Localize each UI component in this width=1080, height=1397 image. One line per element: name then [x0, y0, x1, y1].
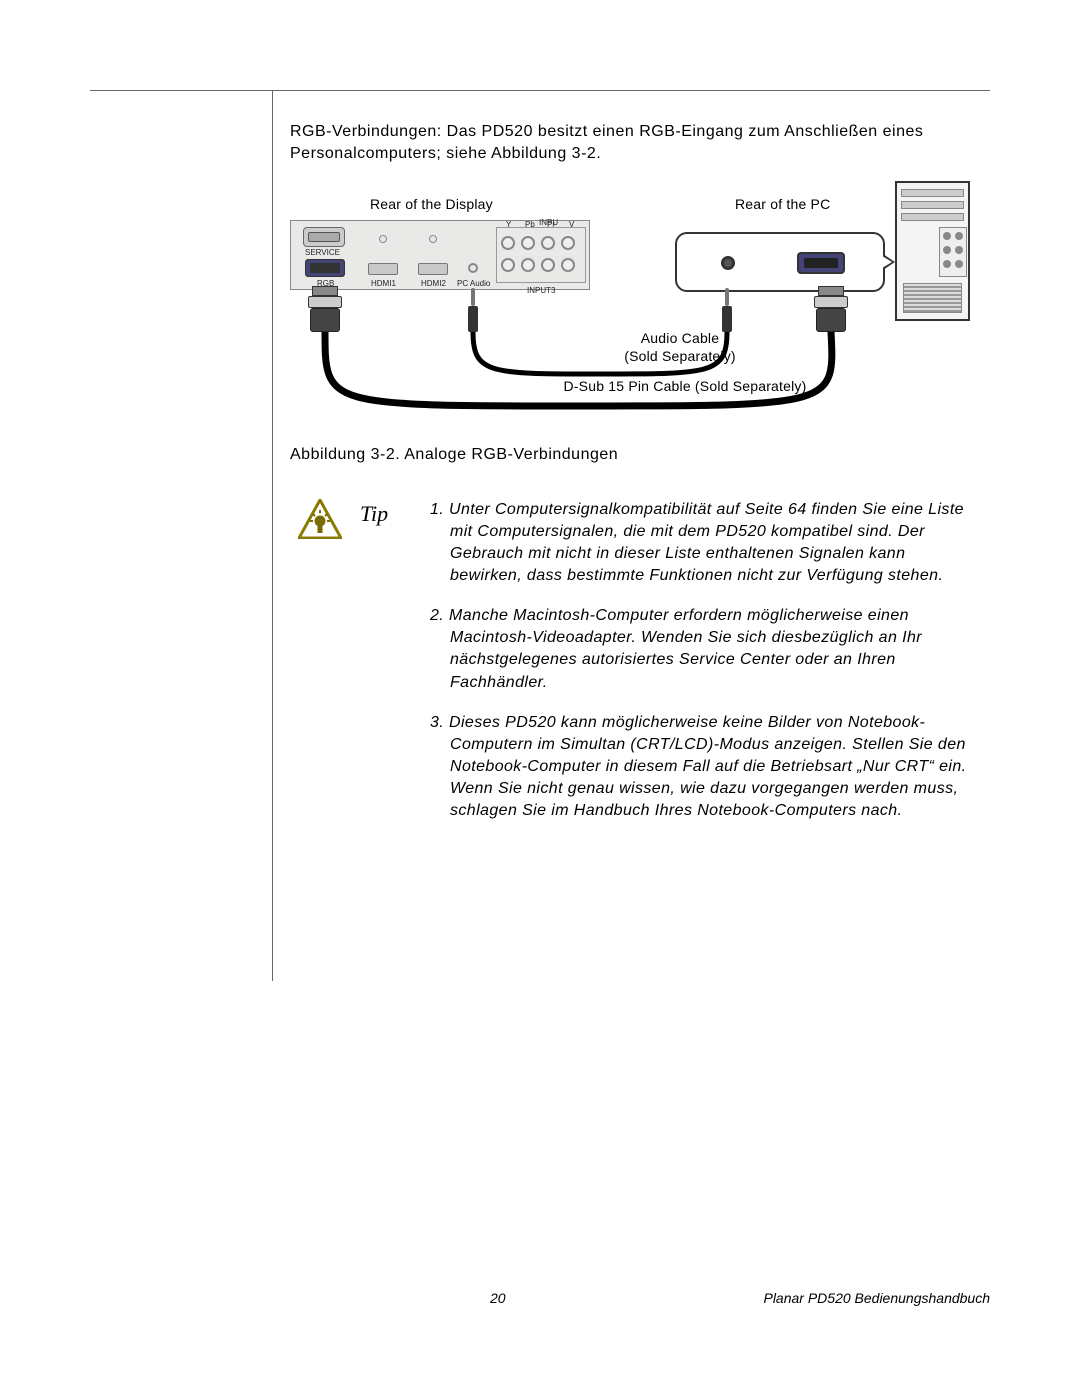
- label-audio-cable: Audio Cable: [610, 330, 750, 346]
- lightbulb-warning-icon: [298, 499, 342, 539]
- screw-icon: [379, 235, 387, 243]
- footer-text: Planar PD520 Bedienungshandbuch: [763, 1290, 990, 1306]
- display-rear-panel: SERVICE RGB HDMI1 HDMI2 PC Audio INPU Y …: [290, 220, 590, 290]
- audio-jack-icon: [721, 256, 735, 270]
- hdmi1-port-icon: [368, 263, 398, 275]
- service-port-icon: [303, 227, 345, 247]
- vga-plug-icon: [308, 286, 342, 332]
- tip-item: 1. Unter Computersignalkompatibilität au…: [430, 499, 970, 587]
- figure-caption: Abbildung 3-2. Analoge RGB-Verbindungen: [290, 446, 618, 464]
- label-y: Y: [506, 220, 511, 229]
- intro-paragraph: RGB-Verbindungen: Das PD520 besitzt eine…: [290, 121, 970, 166]
- component-input-box: INPU Y Pb Pr V INPUT3: [496, 227, 586, 283]
- pc-ports-balloon: [675, 232, 885, 292]
- page: RGB-Verbindungen: Das PD520 besitzt eine…: [90, 90, 990, 1310]
- pc-audio-port-icon: [468, 263, 478, 273]
- pc-tower-icon: [895, 181, 970, 321]
- hdmi2-port-icon: [418, 263, 448, 275]
- vertical-separator: [272, 91, 273, 981]
- connection-diagram: Rear of the Display Rear of the PC SERVI…: [290, 186, 970, 486]
- label-hdmi1: HDMI1: [371, 279, 396, 288]
- label-pcaudio: PC Audio: [457, 279, 490, 288]
- label-dsub-cable: D-Sub 15 Pin Cable (Sold Separately): [540, 378, 830, 394]
- label-hdmi2: HDMI2: [421, 279, 446, 288]
- label-service: SERVICE: [305, 248, 340, 257]
- page-number: 20: [490, 1290, 506, 1306]
- label-pr: Pr: [547, 220, 555, 229]
- label-pb: Pb: [525, 220, 535, 229]
- label-audio-sold: (Sold Separately): [590, 348, 770, 364]
- rgb-port-icon: [305, 259, 345, 277]
- vga-port-icon: [797, 252, 845, 274]
- tip-item: 2. Manche Macintosh-Computer erfordern m…: [430, 605, 970, 693]
- tip-item: 3. Dieses PD520 kann möglicherweise kein…: [430, 712, 970, 822]
- audio-plug-icon: [468, 288, 478, 332]
- label-v: V: [569, 220, 574, 229]
- tip-list: 1. Unter Computersignalkompatibilität au…: [430, 499, 970, 840]
- screw-icon: [429, 235, 437, 243]
- tip-label: Tip: [360, 501, 388, 527]
- label-input3: INPUT3: [527, 286, 555, 295]
- label-rear-pc: Rear of the PC: [735, 196, 830, 212]
- audio-plug-icon: [722, 288, 732, 332]
- label-rear-display: Rear of the Display: [370, 196, 493, 212]
- page-footer: 20 Planar PD520 Bedienungshandbuch: [90, 1280, 990, 1310]
- vga-plug-icon: [814, 286, 848, 332]
